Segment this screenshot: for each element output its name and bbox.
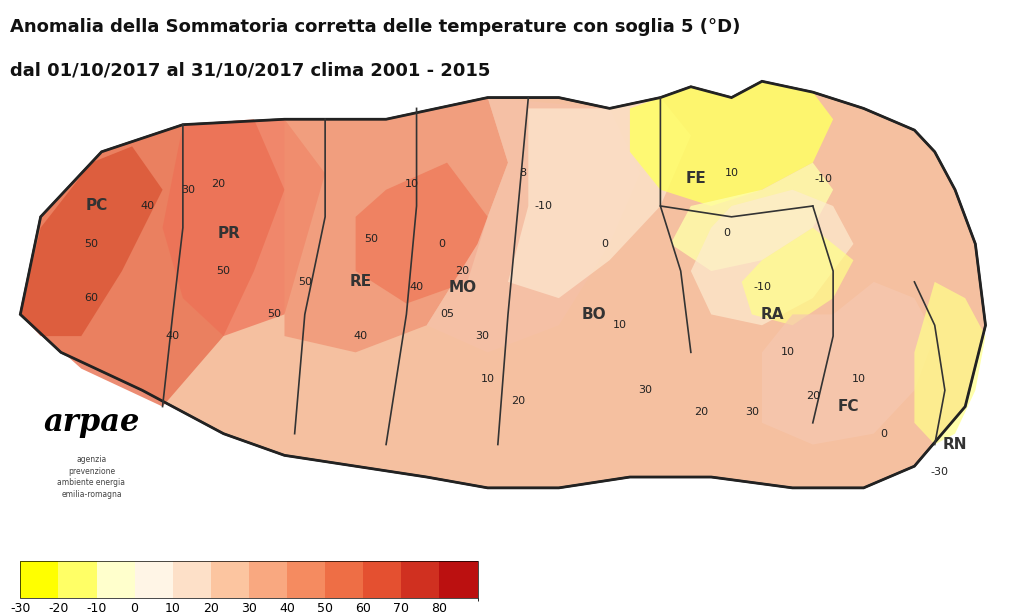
Text: 30: 30 bbox=[638, 385, 652, 395]
Polygon shape bbox=[691, 190, 853, 325]
Polygon shape bbox=[20, 147, 163, 336]
Polygon shape bbox=[427, 97, 640, 352]
Text: 20: 20 bbox=[455, 266, 469, 276]
Text: 20: 20 bbox=[806, 391, 820, 401]
Polygon shape bbox=[914, 282, 986, 445]
Text: 50: 50 bbox=[267, 309, 281, 320]
Text: 20: 20 bbox=[511, 396, 525, 406]
Text: FE: FE bbox=[686, 171, 706, 187]
Text: 05: 05 bbox=[440, 309, 454, 320]
Text: -10: -10 bbox=[534, 201, 553, 211]
Text: RA: RA bbox=[760, 307, 784, 322]
Text: 10: 10 bbox=[851, 375, 866, 384]
Text: 50: 50 bbox=[364, 233, 378, 243]
Polygon shape bbox=[356, 163, 488, 304]
Text: -30: -30 bbox=[931, 466, 949, 477]
Polygon shape bbox=[508, 97, 691, 298]
Text: -10: -10 bbox=[753, 282, 771, 293]
Polygon shape bbox=[762, 282, 935, 445]
Text: 8: 8 bbox=[519, 168, 527, 179]
Text: 10: 10 bbox=[404, 179, 419, 189]
Text: 40: 40 bbox=[166, 331, 180, 341]
Polygon shape bbox=[20, 81, 986, 488]
Text: 10: 10 bbox=[724, 168, 739, 179]
Text: BO: BO bbox=[582, 307, 607, 322]
Text: dal 01/10/2017 al 31/10/2017 clima 2001 - 2015: dal 01/10/2017 al 31/10/2017 clima 2001 … bbox=[10, 62, 491, 79]
Text: Anomalia della Sommatoria corretta delle temperature con soglia 5 (°D): Anomalia della Sommatoria corretta delle… bbox=[10, 18, 741, 36]
Text: 10: 10 bbox=[481, 375, 495, 384]
Text: 40: 40 bbox=[140, 201, 154, 211]
Text: PC: PC bbox=[85, 198, 108, 214]
Text: 30: 30 bbox=[181, 185, 195, 195]
Text: RN: RN bbox=[943, 437, 967, 452]
Text: 10: 10 bbox=[613, 320, 627, 330]
Text: MO: MO bbox=[448, 280, 477, 295]
Text: 20: 20 bbox=[694, 407, 708, 417]
Text: PR: PR bbox=[217, 225, 240, 241]
Text: 30: 30 bbox=[475, 331, 490, 341]
Text: 50: 50 bbox=[84, 239, 99, 249]
Text: 50: 50 bbox=[216, 266, 231, 276]
Text: agenzia
prevenzione
ambiente energia
emilia-romagna: agenzia prevenzione ambiente energia emi… bbox=[58, 455, 125, 499]
Text: 50: 50 bbox=[298, 277, 312, 287]
Text: FC: FC bbox=[837, 399, 860, 414]
Text: arpae: arpae bbox=[44, 407, 139, 439]
Polygon shape bbox=[284, 97, 508, 352]
Text: -10: -10 bbox=[814, 174, 832, 184]
Text: 30: 30 bbox=[745, 407, 759, 417]
Polygon shape bbox=[671, 163, 833, 271]
Polygon shape bbox=[20, 120, 284, 407]
Text: 40: 40 bbox=[409, 282, 424, 293]
Polygon shape bbox=[630, 81, 833, 206]
Text: 60: 60 bbox=[84, 293, 99, 303]
Text: 0: 0 bbox=[881, 429, 887, 439]
Polygon shape bbox=[742, 228, 853, 325]
Text: 0: 0 bbox=[601, 239, 608, 249]
Text: 0: 0 bbox=[723, 228, 729, 238]
Text: RE: RE bbox=[350, 274, 372, 290]
Text: 0: 0 bbox=[439, 239, 445, 249]
Text: 40: 40 bbox=[354, 331, 368, 341]
Polygon shape bbox=[163, 120, 325, 336]
Text: 10: 10 bbox=[780, 347, 795, 357]
Text: 20: 20 bbox=[211, 179, 226, 189]
